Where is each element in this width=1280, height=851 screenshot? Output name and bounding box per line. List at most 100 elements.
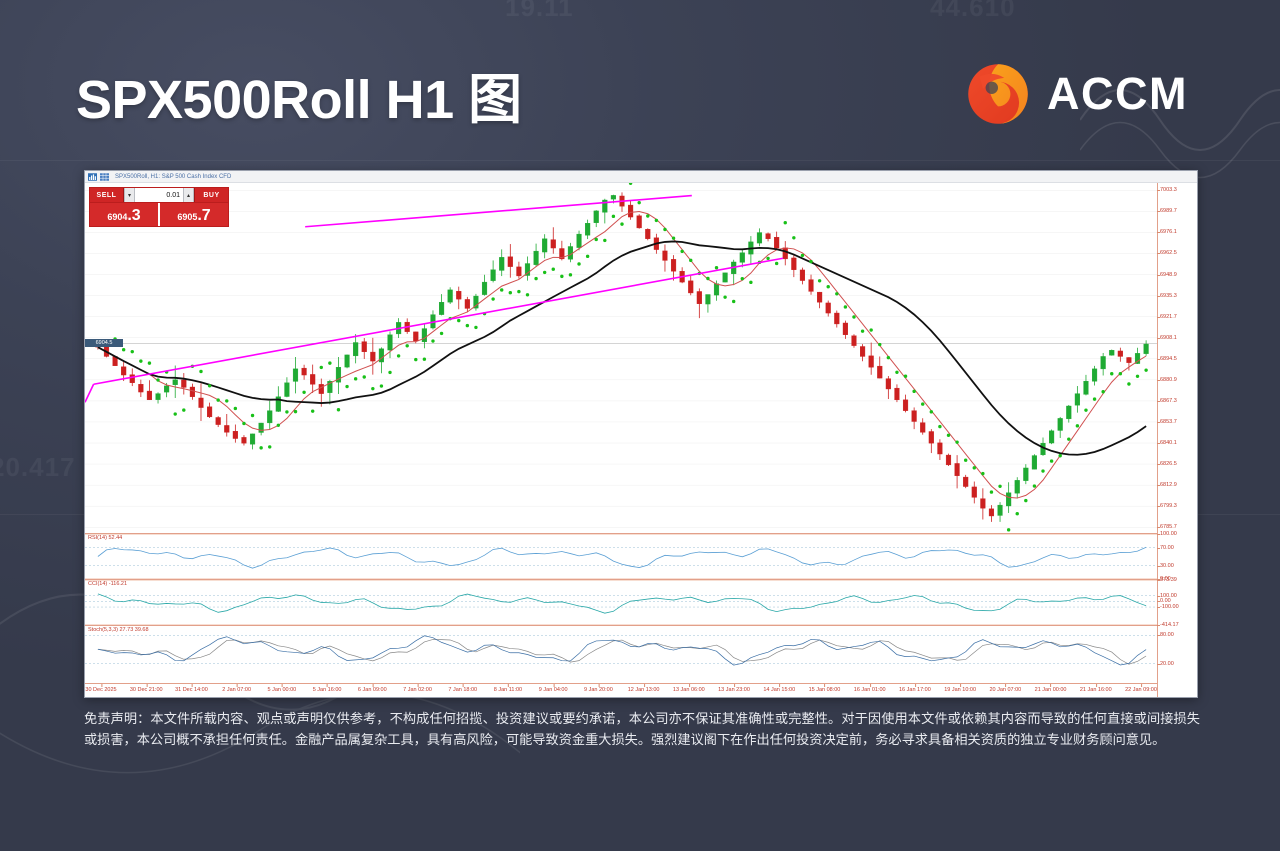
candle-body: [129, 374, 135, 383]
parabolic-sar-dot: [1110, 372, 1114, 376]
parabolic-sar-dot: [860, 329, 865, 333]
parabolic-sar-dot: [774, 261, 779, 266]
candle-body: [473, 295, 479, 309]
volume-increment-button[interactable]: ▴: [183, 188, 194, 202]
price-chart-canvas[interactable]: [85, 183, 1159, 533]
candle-body: [902, 399, 909, 411]
cci-level-tick: -100.00: [1157, 604, 1179, 611]
cci-pane[interactable]: CCI(14) -116.21: [85, 580, 1159, 625]
price-axis-tick: 6894.5: [1157, 355, 1177, 362]
rsi-pane[interactable]: RSI(14) 52.44: [85, 534, 1159, 579]
chart-titlebar: SPX500Roll, H1: S&P 500 Cash Index CFD: [85, 171, 1197, 183]
time-axis-tick: 12 Jan 13:00: [627, 684, 660, 693]
parabolic-sar-dot: [646, 214, 650, 218]
price-axis-tick: 6799.3: [1157, 503, 1177, 510]
candle-body: [310, 374, 316, 385]
disclaimer-text: 免责声明：本文件所载内容、观点或声明仅供参考，不构成任何招揽、投资建议或要约承诺…: [84, 711, 1200, 748]
volume-input[interactable]: 0.01: [135, 188, 183, 202]
time-axis-tick: 21 Jan 00:00: [1034, 684, 1067, 693]
candle-body: [628, 204, 634, 218]
ask-price[interactable]: 6905 .7: [160, 203, 228, 226]
price-axis-tick: 6867.3: [1157, 397, 1177, 404]
parabolic-sar-dot: [972, 466, 976, 470]
parabolic-sar-dot: [405, 344, 409, 348]
parabolic-sar-dot: [835, 292, 839, 296]
candle-body: [301, 367, 307, 376]
candle-body: [1126, 357, 1132, 363]
background-ghost-number: 44.610: [930, 0, 1016, 22]
trade-prices-row[interactable]: 6904 .3 6905 .7: [89, 203, 229, 227]
parabolic-sar-dot: [147, 361, 152, 365]
parabolic-sar-dot: [457, 318, 461, 323]
time-axis-tick: 8 Jan 11:00: [493, 684, 523, 693]
time-axis-tick: 9 Jan 04:00: [538, 684, 568, 693]
candle-body: [275, 396, 281, 412]
parabolic-sar-dot: [1118, 372, 1123, 376]
parabolic-sar-dot: [628, 183, 633, 185]
buy-button[interactable]: BUY: [194, 188, 228, 202]
candle-body: [421, 328, 427, 343]
candle-body: [585, 223, 591, 236]
trade-controls-row[interactable]: SELL ▾ 0.01 ▴ BUY: [89, 187, 229, 203]
candle-body: [361, 341, 367, 353]
candle-body: [267, 410, 273, 424]
parabolic-sar-dot: [998, 484, 1002, 489]
candle-body: [138, 384, 144, 393]
parabolic-sar-dot: [259, 446, 263, 450]
candle-body: [172, 379, 178, 385]
candle-body: [834, 312, 840, 325]
time-axis-tick: 30 Dec 2025: [85, 684, 117, 693]
parabolic-sar-dot: [1032, 484, 1037, 488]
bid-price-fraction: .3: [127, 207, 141, 224]
price-scale-axis[interactable]: 7003.3 6989.7 6976.1 6962.5 6948.9 6935.3 6921…: [1157, 183, 1197, 697]
candle-body: [1083, 381, 1089, 395]
price-axis-tick: 6812.9: [1157, 482, 1177, 489]
trading-chart-window[interactable]: SPX500Roll, H1: S&P 500 Cash Index CFD S…: [84, 170, 1198, 698]
ask-price-integer: 6905: [177, 212, 198, 222]
parabolic-sar-dot: [225, 399, 229, 403]
parabolic-sar-dot: [817, 279, 822, 283]
price-axis-tick: 7003.3: [1157, 187, 1177, 194]
price-pane[interactable]: [85, 183, 1159, 533]
parabolic-sar-dot: [345, 384, 349, 389]
candle-body: [344, 354, 350, 368]
volume-decrement-button[interactable]: ▾: [124, 188, 135, 202]
candle-body: [224, 425, 230, 433]
chart-window-icon: [88, 172, 97, 181]
candle-body: [1049, 430, 1055, 444]
parabolic-sar-dot: [302, 390, 306, 394]
parabolic-sar-dot: [620, 222, 624, 226]
parabolic-sar-dot: [293, 409, 298, 414]
price-axis-tick: 6853.7: [1157, 418, 1177, 425]
parabolic-sar-dot: [336, 408, 341, 412]
time-axis-tick: 9 Jan 20:00: [584, 684, 613, 693]
candle-body: [662, 250, 668, 261]
ask-price-fraction: .7: [197, 207, 211, 224]
candle-body: [198, 397, 204, 408]
parabolic-sar-dot: [560, 274, 564, 279]
parabolic-sar-dot: [242, 421, 246, 426]
parabolic-sar-dot: [268, 445, 272, 449]
bid-price[interactable]: 6904 .3: [90, 203, 160, 226]
time-axis[interactable]: 30 Dec 2025 30 Dec 21:00 31 Dec 14:00 2 Jan…: [85, 683, 1197, 697]
rsi-canvas: [85, 534, 1159, 579]
time-axis-tick: 13 Jan 06:00: [672, 684, 705, 693]
one-click-trade-panel[interactable]: SELL ▾ 0.01 ▴ BUY 6904 .3 6905 .7: [89, 187, 229, 227]
stochastic-level-tick: 20.00: [1157, 660, 1174, 667]
parabolic-sar-dot: [714, 265, 719, 270]
candle-body: [774, 237, 780, 249]
parabolic-sar-dot: [963, 458, 968, 462]
candle-body: [954, 463, 960, 476]
rsi-level-tick: 30.00: [1157, 562, 1174, 569]
parabolic-sar-dot: [723, 295, 727, 299]
parabolic-sar-dot: [1144, 368, 1148, 372]
stochastic-pane[interactable]: Stoch(5,3,3) 27.73 39.68: [85, 626, 1159, 673]
candle-body: [1091, 368, 1098, 382]
price-axis-tick: 6921.7: [1157, 313, 1177, 320]
candle-body: [696, 291, 702, 304]
sell-button[interactable]: SELL: [90, 188, 124, 202]
parabolic-sar-dot: [1075, 424, 1080, 428]
time-axis-tick: 16 Jan 17:00: [899, 684, 931, 693]
cci-level-tick: -414.17: [1157, 622, 1179, 628]
parabolic-sar-dot: [843, 305, 848, 309]
